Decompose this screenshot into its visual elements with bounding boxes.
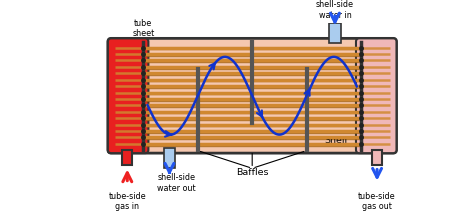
Bar	[329, 23, 341, 43]
FancyBboxPatch shape	[108, 38, 396, 153]
Text: Baffles: Baffles	[236, 168, 268, 177]
FancyBboxPatch shape	[108, 38, 148, 153]
Text: shell-side
water out: shell-side water out	[157, 173, 195, 193]
Text: Shell: Shell	[324, 136, 347, 145]
Text: tube-side
gas out: tube-side gas out	[358, 192, 396, 211]
Bar	[164, 148, 175, 168]
Bar	[122, 150, 132, 165]
Bar	[372, 150, 382, 165]
Text: tube-side
gas in: tube-side gas in	[109, 192, 146, 211]
Text: tube
sheet: tube sheet	[132, 19, 155, 38]
Text: shell-side
water in: shell-side water in	[316, 0, 354, 20]
FancyBboxPatch shape	[356, 38, 396, 153]
